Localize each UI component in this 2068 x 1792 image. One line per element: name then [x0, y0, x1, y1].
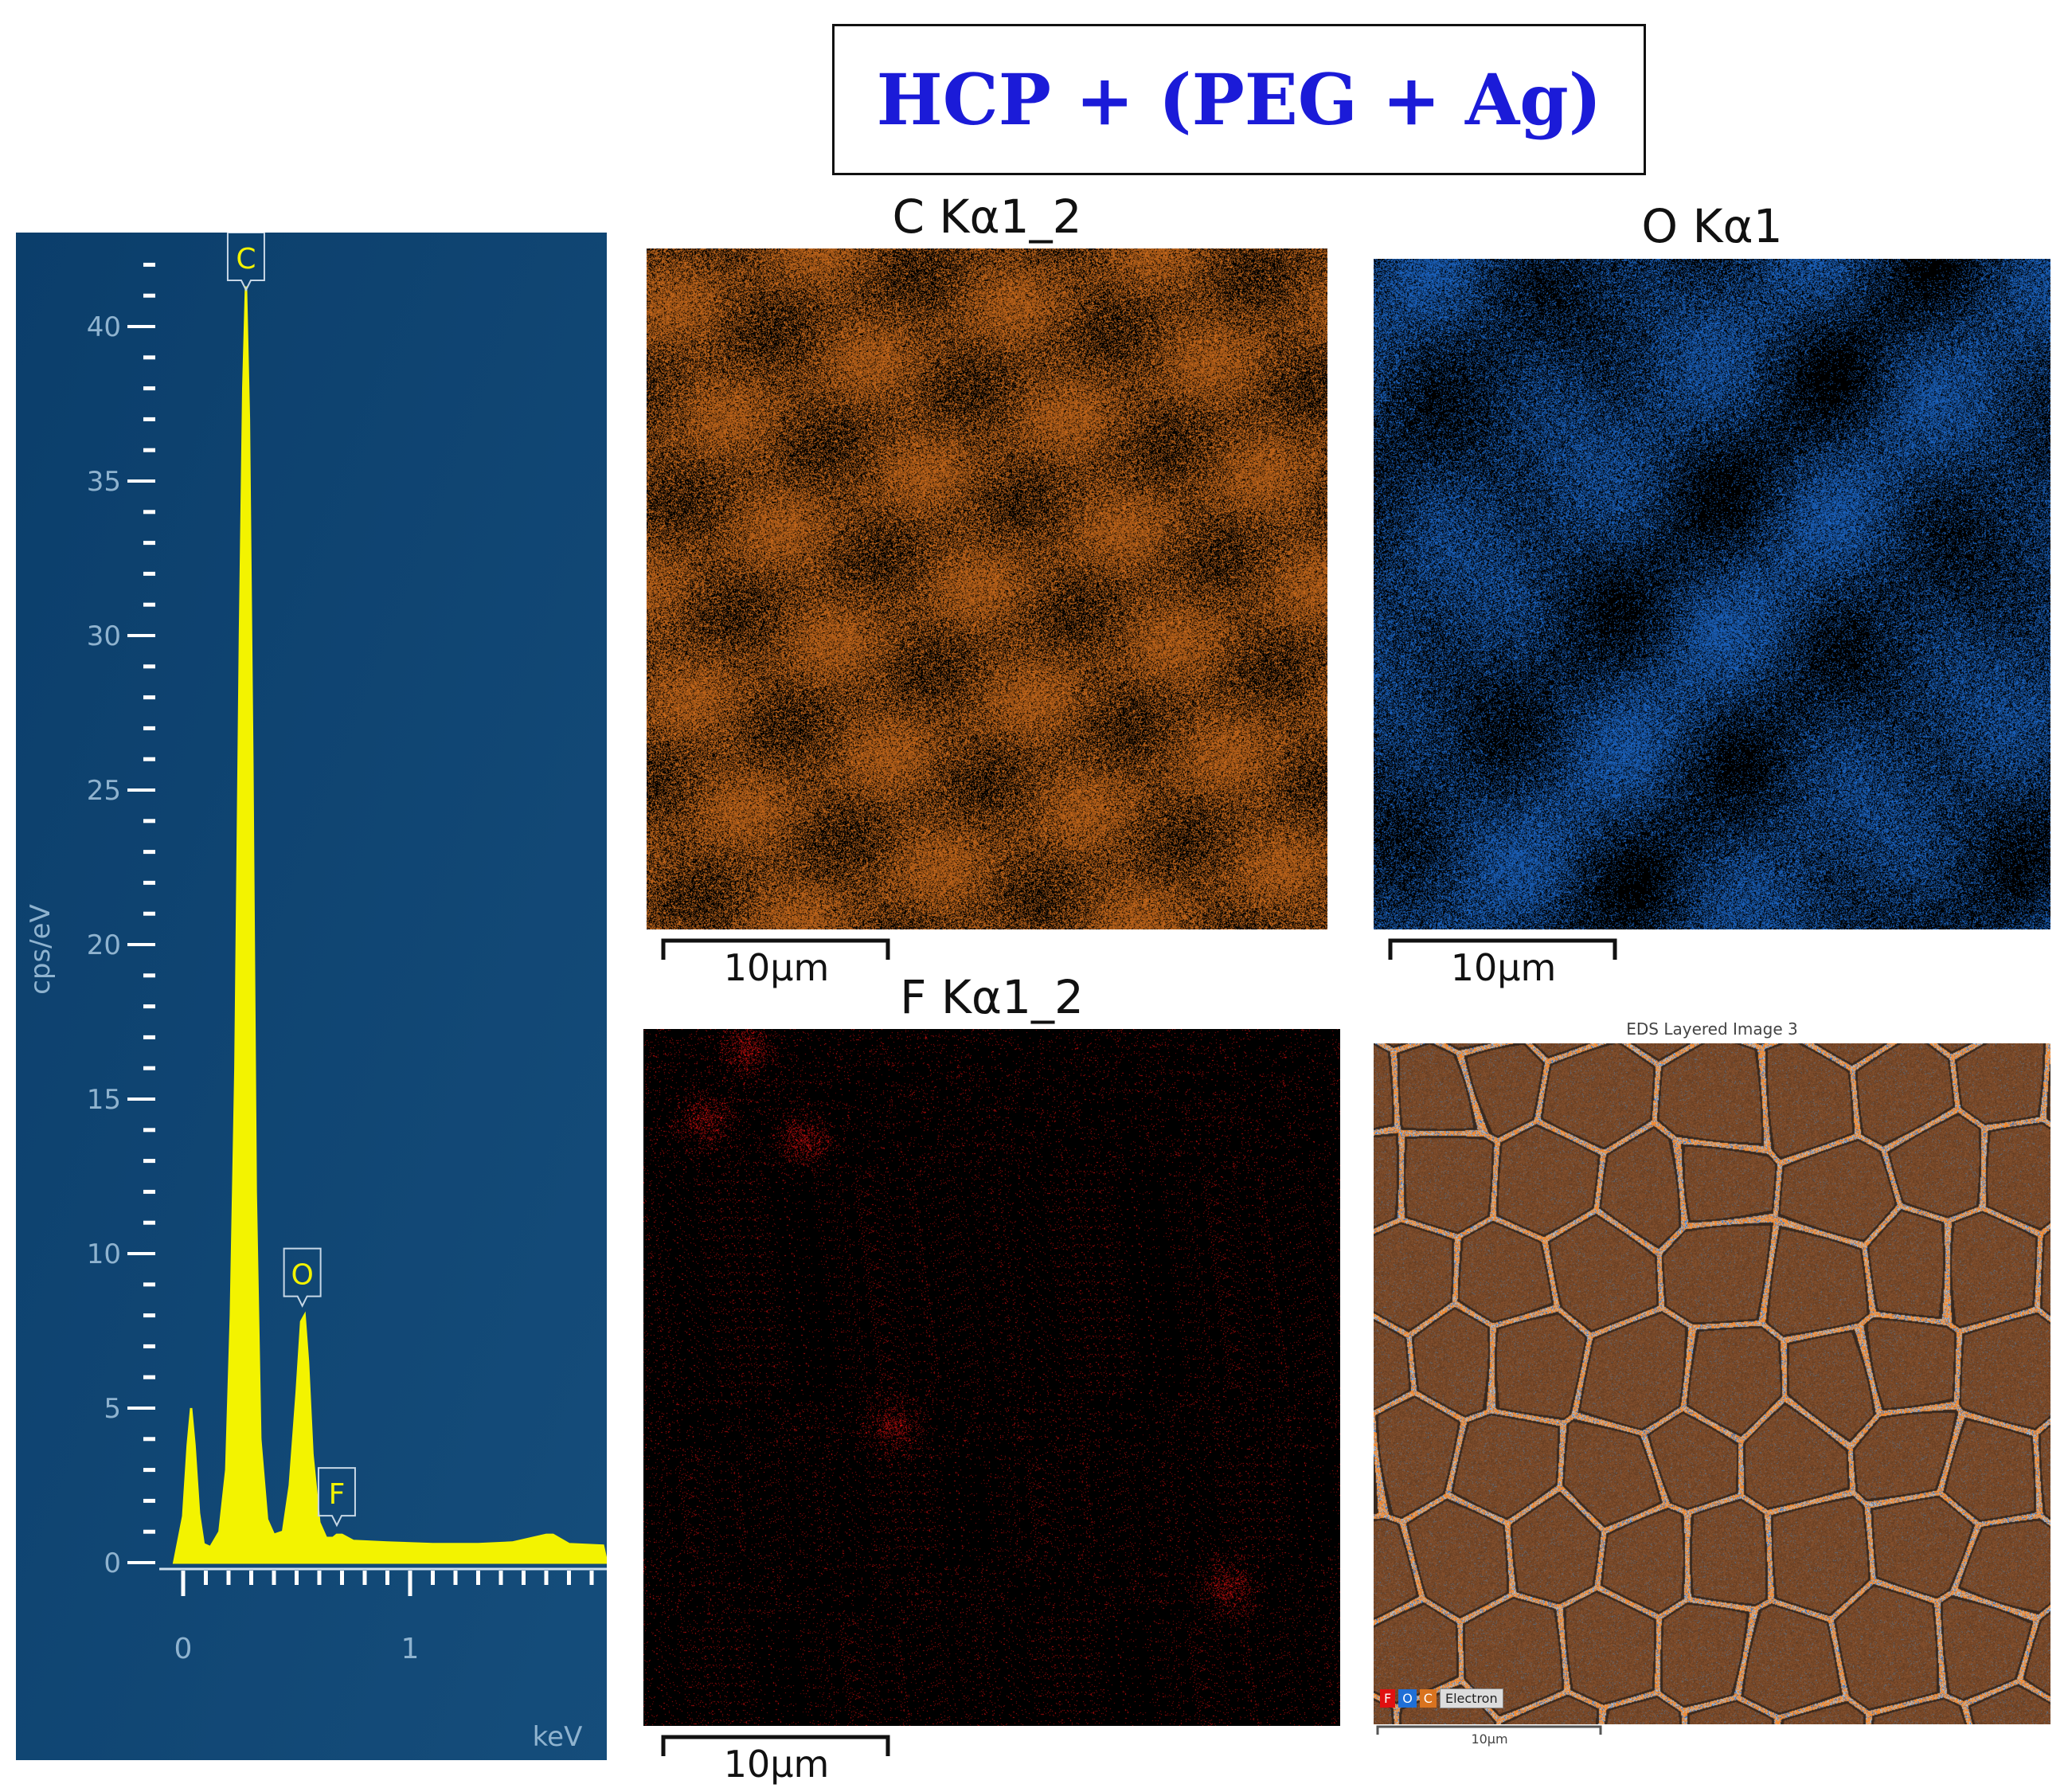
y-axis-label: cps/eV	[25, 904, 57, 995]
oxygen-map-image	[1374, 259, 2050, 929]
y-tick-label: 10	[87, 1238, 121, 1270]
legend-f: F	[1380, 1689, 1396, 1708]
layered-image-title: EDS Layered Image 3	[1626, 1019, 1798, 1039]
oxygen-map-panel	[1374, 259, 2050, 929]
fluorine-map-image	[643, 1029, 1340, 1726]
carbon-map-image	[647, 248, 1327, 929]
carbon-map-panel	[647, 248, 1327, 929]
peak-label-text: O	[291, 1259, 313, 1292]
x-tick-label: 0	[174, 1633, 193, 1665]
y-tick-label: 5	[104, 1393, 121, 1425]
peak-label-c: C	[226, 233, 265, 292]
y-tick-label: 0	[104, 1547, 121, 1579]
fluorine-map-title: F Kα1_2	[900, 970, 1084, 1024]
layered-scale-bar	[1376, 1725, 1602, 1735]
x-axis-label: keV	[533, 1721, 583, 1753]
peak-label-text: C	[236, 243, 256, 276]
y-tick-label: 20	[87, 929, 121, 961]
carbon-map-title: C Kα1_2	[892, 190, 1082, 244]
peak-label-f: F	[317, 1467, 356, 1528]
oxygen-map-title: O Kα1	[1641, 199, 1783, 253]
layered-scale-label: 10µm	[1471, 1731, 1508, 1747]
fluorine-map-panel	[643, 1029, 1340, 1726]
y-tick-label: 15	[87, 1084, 121, 1116]
y-tick-label: 25	[87, 775, 121, 807]
spectrum-series-line	[172, 286, 607, 1564]
carbon-scale-label: 10µm	[723, 946, 830, 989]
legend-c: C	[1419, 1689, 1437, 1708]
legend-o: O	[1398, 1689, 1417, 1708]
layered-image	[1374, 1043, 2050, 1724]
fluorine-scale-bar	[661, 1735, 890, 1756]
layered-legend: F O C Electron	[1380, 1688, 1503, 1708]
layered-image-panel: F O C Electron	[1374, 1043, 2050, 1724]
peak-label-text: F	[329, 1478, 346, 1511]
eds-spectrum-chart: 0 5 10 15 20 25 30 35 40 0 1 C O F cps/eV keV	[16, 233, 607, 1760]
peak-label-o: O	[283, 1247, 322, 1308]
fluorine-scale-label: 10µm	[723, 1743, 830, 1786]
x-tick-label: 1	[401, 1633, 420, 1665]
figure-title-box: HCP + (PEG + Ag)	[832, 24, 1646, 175]
figure-title: HCP + (PEG + Ag)	[876, 58, 1602, 141]
carbon-scale-bar	[661, 938, 890, 960]
oxygen-scale-bar	[1388, 938, 1617, 960]
y-tick-label: 40	[87, 311, 121, 343]
legend-electron: Electron	[1439, 1688, 1503, 1708]
y-tick-label: 35	[87, 466, 121, 498]
oxygen-scale-label: 10µm	[1450, 946, 1557, 989]
y-tick-label: 30	[87, 620, 121, 652]
